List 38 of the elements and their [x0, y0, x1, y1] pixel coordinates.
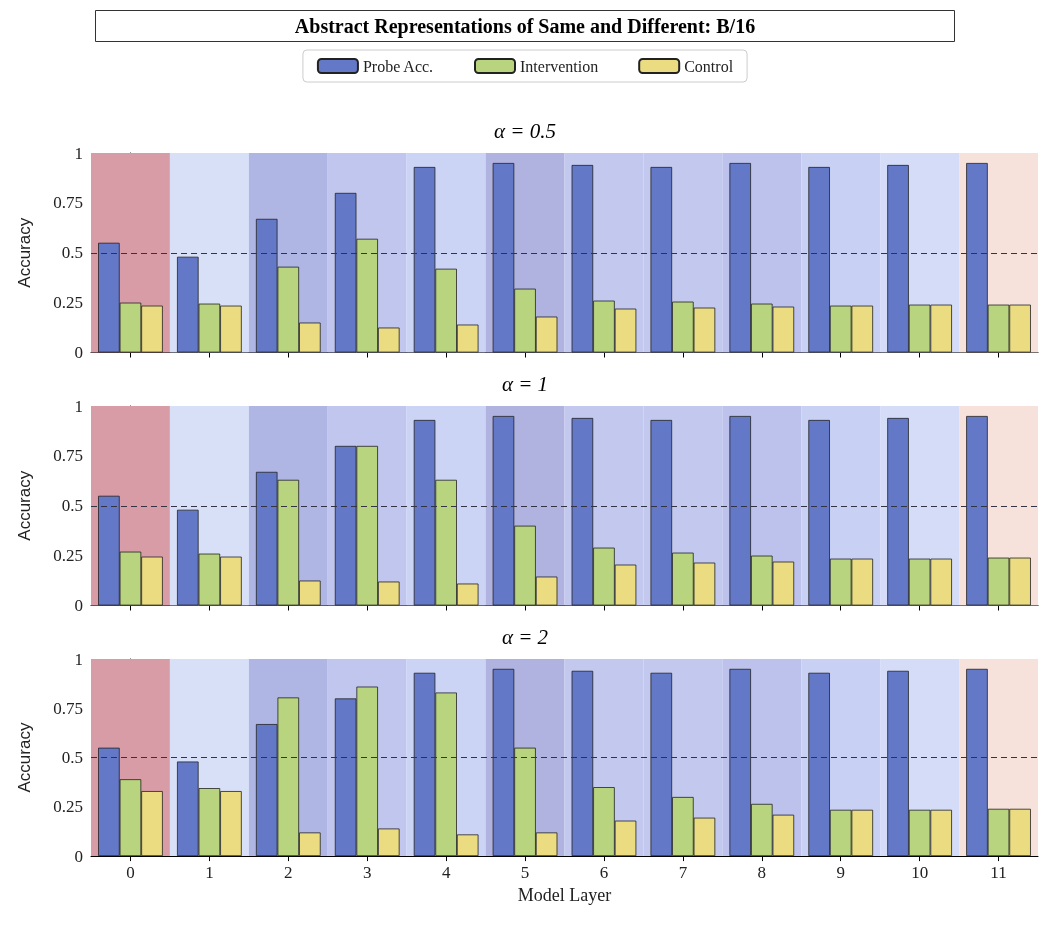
y-tick-label: 0.25 — [53, 293, 83, 313]
y-tick-label: 0.25 — [53, 797, 83, 817]
y-tick-label: 0.75 — [53, 698, 83, 718]
x-tick-label: 9 — [836, 863, 845, 883]
y-tick-label: 1 — [74, 143, 83, 163]
y-tick-label: 0.5 — [61, 243, 83, 263]
y-axis-title: Accuracy — [15, 722, 34, 793]
x-axis-title: Model Layer — [517, 885, 612, 905]
x-tick-label: 0 — [126, 863, 135, 883]
chart-title: Abstract Representations of Same and Different: B/16 — [294, 15, 756, 38]
y-tick-label: 1 — [74, 396, 83, 416]
x-tick-label: 8 — [757, 863, 767, 883]
chart-subtitle: α = 1 — [501, 371, 549, 396]
y-tick-label: 0 — [74, 596, 83, 615]
y-axis-title: Accuracy — [15, 470, 34, 541]
y-tick-label: 0.75 — [53, 446, 83, 466]
chart-subtitle: α = 2 — [501, 624, 549, 649]
x-tick-label: 1 — [205, 863, 214, 883]
y-tick-label: 0.25 — [53, 546, 83, 566]
y-tick-label: 0.5 — [61, 496, 83, 516]
chart-subtitle: α = 0.5 — [494, 118, 556, 143]
x-tick-label: 5 — [520, 863, 530, 883]
x-tick-label: 6 — [599, 863, 609, 883]
x-tick-label: 10 — [911, 863, 929, 883]
y-tick-label: 0 — [74, 846, 83, 866]
legend-label: Probe Acc. — [362, 57, 434, 75]
x-tick-label: 7 — [678, 863, 688, 883]
legend-label: Control — [684, 57, 734, 75]
x-tick-label: 4 — [441, 863, 451, 883]
x-tick-label: 3 — [362, 863, 372, 883]
x-tick-label: 2 — [284, 863, 293, 883]
y-tick-label: 0 — [74, 343, 83, 362]
y-axis-title: Accuracy — [15, 217, 34, 288]
y-tick-label: 0.75 — [53, 193, 83, 213]
y-tick-label: 0.5 — [61, 748, 83, 768]
x-tick-label: 11 — [990, 863, 1007, 883]
legend-label: Intervention — [520, 57, 599, 75]
y-tick-label: 1 — [74, 649, 83, 669]
